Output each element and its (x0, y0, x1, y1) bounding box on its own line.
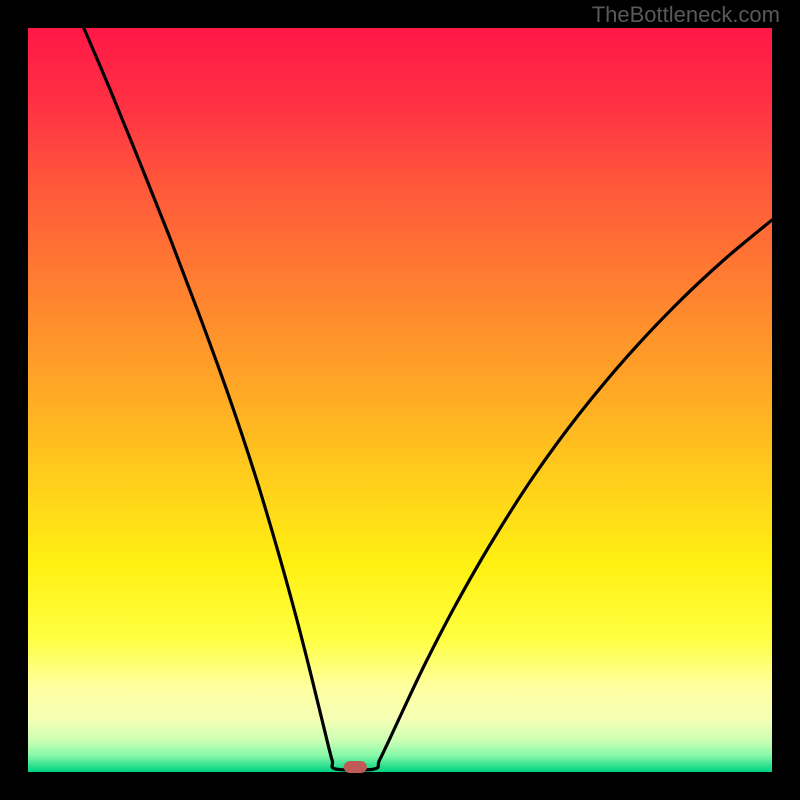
watermark-text: TheBottleneck.com (592, 2, 780, 28)
bottleneck-curve (28, 28, 772, 772)
optimal-marker (344, 761, 366, 773)
plot-area (28, 28, 772, 772)
